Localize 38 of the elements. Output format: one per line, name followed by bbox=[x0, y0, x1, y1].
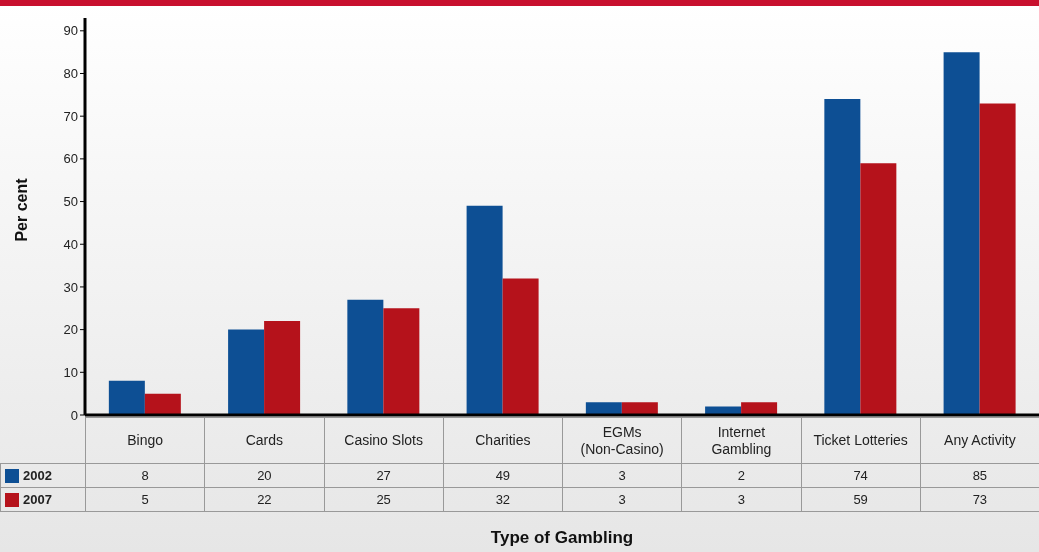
data-label: 22 bbox=[204, 487, 324, 512]
data-label: 74 bbox=[801, 463, 921, 488]
x-tick-label: Ticket Lotteries bbox=[801, 417, 921, 464]
y-tick-label: 20 bbox=[63, 322, 78, 338]
x-tick-label: EGMs (Non-Casino) bbox=[562, 417, 682, 464]
data-label: 59 bbox=[801, 487, 921, 512]
x-axis-title: Type of Gambling bbox=[489, 528, 635, 548]
y-axis-title: Per cent bbox=[13, 178, 31, 242]
data-label: 8 bbox=[85, 463, 205, 488]
data-label: 2 bbox=[681, 463, 801, 488]
data-label: 85 bbox=[920, 463, 1039, 488]
x-tick-label: Casino Slots bbox=[324, 417, 444, 464]
y-tick-label: 90 bbox=[63, 23, 78, 39]
data-label: 3 bbox=[681, 487, 801, 512]
x-tick-label: Internet Gambling bbox=[681, 417, 801, 464]
y-tick-label: 30 bbox=[63, 279, 78, 295]
data-label: 3 bbox=[562, 463, 682, 488]
x-tick-label: Bingo bbox=[85, 417, 205, 464]
y-tick-label: 60 bbox=[63, 151, 78, 167]
x-tick-label: Any Activity bbox=[920, 417, 1039, 464]
data-label: 32 bbox=[443, 487, 563, 512]
y-tick-label: 10 bbox=[63, 364, 78, 380]
data-label: 5 bbox=[85, 487, 205, 512]
y-tick-label: 70 bbox=[63, 108, 78, 124]
x-tick-label: Cards bbox=[204, 417, 324, 464]
data-label: 73 bbox=[920, 487, 1039, 512]
data-label: 3 bbox=[562, 487, 682, 512]
legend-label: 2002 bbox=[23, 468, 52, 484]
y-tick-label: 0 bbox=[70, 407, 78, 423]
data-label: 27 bbox=[324, 463, 444, 488]
y-tick-label: 50 bbox=[63, 194, 78, 210]
y-tick-label: 40 bbox=[63, 236, 78, 252]
data-label: 20 bbox=[204, 463, 324, 488]
y-tick-label: 80 bbox=[63, 66, 78, 82]
data-label: 49 bbox=[443, 463, 563, 488]
data-label: 25 bbox=[324, 487, 444, 512]
legend-label: 2007 bbox=[23, 492, 52, 508]
x-tick-label: Charities bbox=[443, 417, 563, 464]
